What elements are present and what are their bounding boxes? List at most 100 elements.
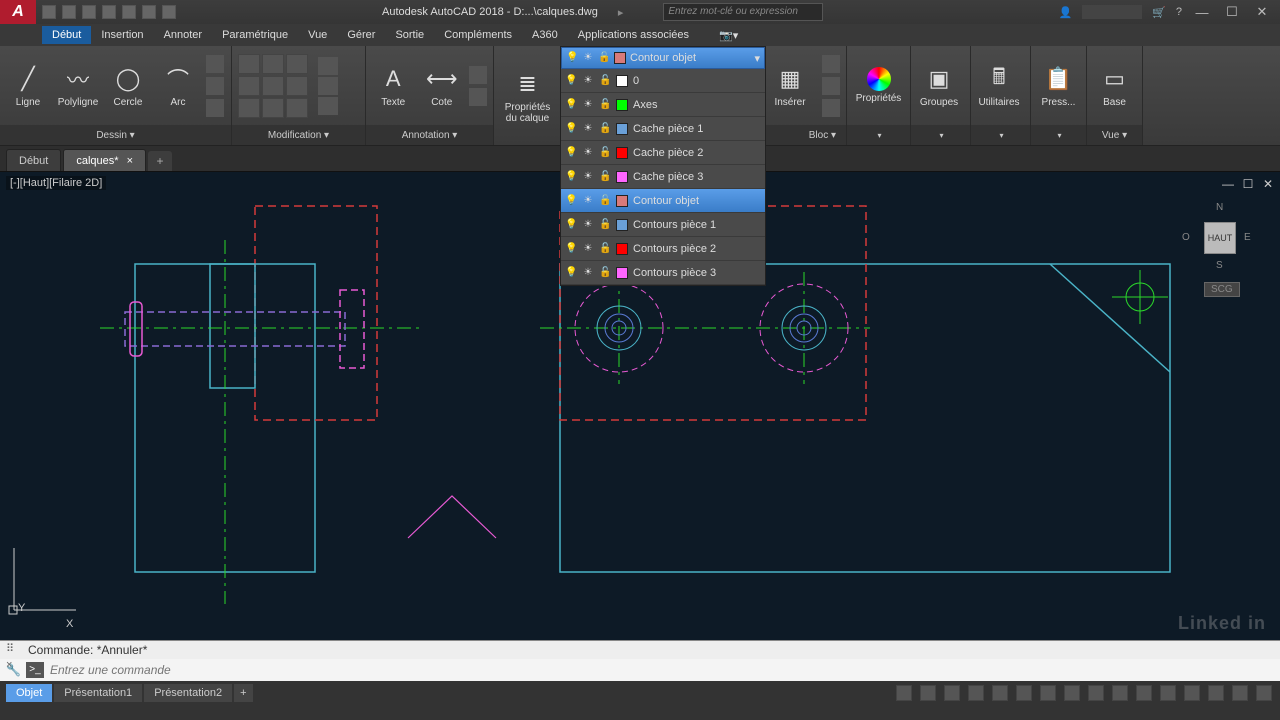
tab-a360[interactable]: A360 — [522, 26, 568, 44]
lock-icon[interactable]: 🔓 — [599, 75, 611, 87]
lock-icon[interactable]: 🔓 — [599, 267, 611, 279]
trim-icon[interactable] — [318, 57, 338, 75]
layout-pres1[interactable]: Présentation1 — [54, 684, 142, 702]
doc-tab-calques[interactable]: calques*× — [63, 149, 146, 171]
base-button[interactable]: ▭Base — [1093, 63, 1136, 108]
layer-dropdown-head[interactable]: 💡 ☀ 🔓 Contour objet ▾ — [561, 47, 765, 69]
qat-saveas-icon[interactable] — [102, 5, 116, 19]
qp-icon[interactable] — [1112, 685, 1128, 701]
bulb-icon[interactable]: 💡 — [565, 171, 577, 183]
tab-complements[interactable]: Compléments — [434, 26, 522, 44]
layer-row[interactable]: 💡☀🔓Contours pièce 3 — [561, 261, 765, 285]
bulb-icon[interactable]: 💡 — [565, 123, 577, 135]
panel-label-groupes[interactable] — [911, 125, 970, 145]
line-button[interactable]: ╱Ligne — [6, 63, 50, 108]
lock-icon[interactable]: 🔓 — [599, 147, 611, 159]
bulb-icon[interactable]: 💡 — [565, 75, 577, 87]
scg-button[interactable]: SCG — [1204, 282, 1240, 297]
bulb-icon[interactable]: 💡 — [565, 147, 577, 159]
layer-row[interactable]: 💡☀🔓Contours pièce 1 — [561, 213, 765, 237]
minimize-button[interactable]: — — [1192, 4, 1212, 20]
cmd-close-icon[interactable]: × — [6, 659, 12, 671]
signin-icon[interactable]: 👤 — [1058, 6, 1072, 19]
osnap-icon[interactable] — [992, 685, 1008, 701]
command-input[interactable] — [50, 663, 1274, 677]
dim-button[interactable]: ⟷Cote — [421, 63, 464, 108]
polar-icon[interactable] — [968, 685, 984, 701]
qat-undo-icon[interactable] — [142, 5, 156, 19]
cmd-grip-icon[interactable]: ⠿ — [6, 642, 14, 655]
circle-button[interactable]: ◯Cercle — [106, 63, 150, 108]
search-input[interactable]: Entrez mot-clé ou expression — [663, 3, 823, 21]
utilities-button[interactable]: 🖩Utilitaires — [977, 63, 1021, 108]
panel-label-modif[interactable]: Modification ▾ — [232, 125, 365, 145]
layer-row[interactable]: 💡☀🔓Contours pièce 2 — [561, 237, 765, 261]
layout-pres2[interactable]: Présentation2 — [144, 684, 232, 702]
tab-insertion[interactable]: Insertion — [91, 26, 153, 44]
transp-icon[interactable] — [1064, 685, 1080, 701]
leader-icon[interactable] — [469, 66, 487, 84]
custom-icon[interactable] — [1256, 685, 1272, 701]
tab-annoter[interactable]: Annoter — [154, 26, 213, 44]
hatch-icon[interactable] — [206, 77, 224, 95]
lock-icon[interactable]: 🔓 — [599, 123, 611, 135]
lock-icon[interactable]: 🔓 — [599, 171, 611, 183]
sun-icon[interactable]: ☀ — [582, 99, 594, 111]
view-cube[interactable]: N S E O HAUT SCG — [1180, 192, 1260, 292]
lwt-icon[interactable] — [1040, 685, 1056, 701]
add-tab-button[interactable]: + — [148, 151, 172, 171]
clean-icon[interactable] — [1232, 685, 1248, 701]
panel-label-vue[interactable]: Vue ▾ — [1087, 125, 1142, 145]
close-button[interactable]: ✕ — [1252, 4, 1272, 20]
snap-icon[interactable] — [920, 685, 936, 701]
sun-icon[interactable]: ☀ — [582, 147, 594, 159]
cart-icon[interactable]: 🛒 — [1152, 6, 1166, 19]
table-icon[interactable] — [469, 88, 487, 106]
panel-label-press[interactable] — [1031, 125, 1086, 145]
command-line[interactable]: 🔧 >_ — [0, 659, 1280, 681]
sun-icon[interactable]: ☀ — [582, 195, 594, 207]
app-logo[interactable]: A — [0, 0, 36, 24]
sun-icon[interactable]: ☀ — [582, 123, 594, 135]
panel-label-prop[interactable] — [847, 125, 910, 145]
grid-icon[interactable] — [896, 685, 912, 701]
sun-icon[interactable]: ☀ — [582, 75, 594, 87]
layer-row[interactable]: 💡☀🔓0 — [561, 69, 765, 93]
cube-face[interactable]: HAUT — [1204, 222, 1236, 254]
qat-save-icon[interactable] — [82, 5, 96, 19]
sun-icon[interactable]: ☀ — [582, 267, 594, 279]
panel-label-util[interactable] — [971, 125, 1030, 145]
hw-icon[interactable] — [1208, 685, 1224, 701]
layer-row[interactable]: 💡☀🔓Cache pièce 2 — [561, 141, 765, 165]
sun-icon[interactable]: ☀ — [582, 243, 594, 255]
modif-tools[interactable] — [238, 54, 308, 118]
qat-redo-icon[interactable] — [162, 5, 176, 19]
tab-vue[interactable]: Vue — [298, 26, 337, 44]
attr-icon[interactable] — [822, 99, 840, 117]
rect-icon[interactable] — [206, 55, 224, 73]
layer-row[interactable]: 💡☀🔓Cache pièce 3 — [561, 165, 765, 189]
bulb-icon[interactable]: 💡 — [565, 267, 577, 279]
ws-icon[interactable] — [1160, 685, 1176, 701]
layer-row[interactable]: 💡☀🔓Cache pièce 1 — [561, 117, 765, 141]
layer-dropdown[interactable]: 💡 ☀ 🔓 Contour objet ▾ 💡☀🔓0💡☀🔓Axes💡☀🔓Cach… — [560, 46, 766, 286]
text-button[interactable]: ATexte — [372, 63, 415, 108]
polyline-button[interactable]: 〰Polyligne — [56, 63, 100, 108]
tab-gerer[interactable]: Gérer — [337, 26, 385, 44]
doc-tab-debut[interactable]: Début — [6, 149, 61, 171]
layout-objet[interactable]: Objet — [6, 684, 52, 702]
lock-icon[interactable]: 🔓 — [599, 99, 611, 111]
properties-button[interactable]: Propriétés — [853, 67, 904, 104]
qat-open-icon[interactable] — [62, 5, 76, 19]
bulb-icon[interactable]: 💡 — [565, 243, 577, 255]
iso-icon[interactable] — [1184, 685, 1200, 701]
layout-add[interactable]: + — [234, 684, 252, 702]
groups-button[interactable]: ▣Groupes — [917, 63, 961, 108]
extend-icon[interactable] — [318, 77, 338, 95]
ellipse-icon[interactable] — [206, 99, 224, 117]
otrack-icon[interactable] — [1016, 685, 1032, 701]
fillet-icon[interactable] — [318, 97, 338, 115]
sun-icon[interactable]: ☀ — [582, 219, 594, 231]
arc-button[interactable]: ⌒Arc — [156, 63, 200, 108]
layer-row[interactable]: 💡☀🔓Contour objet — [561, 189, 765, 213]
